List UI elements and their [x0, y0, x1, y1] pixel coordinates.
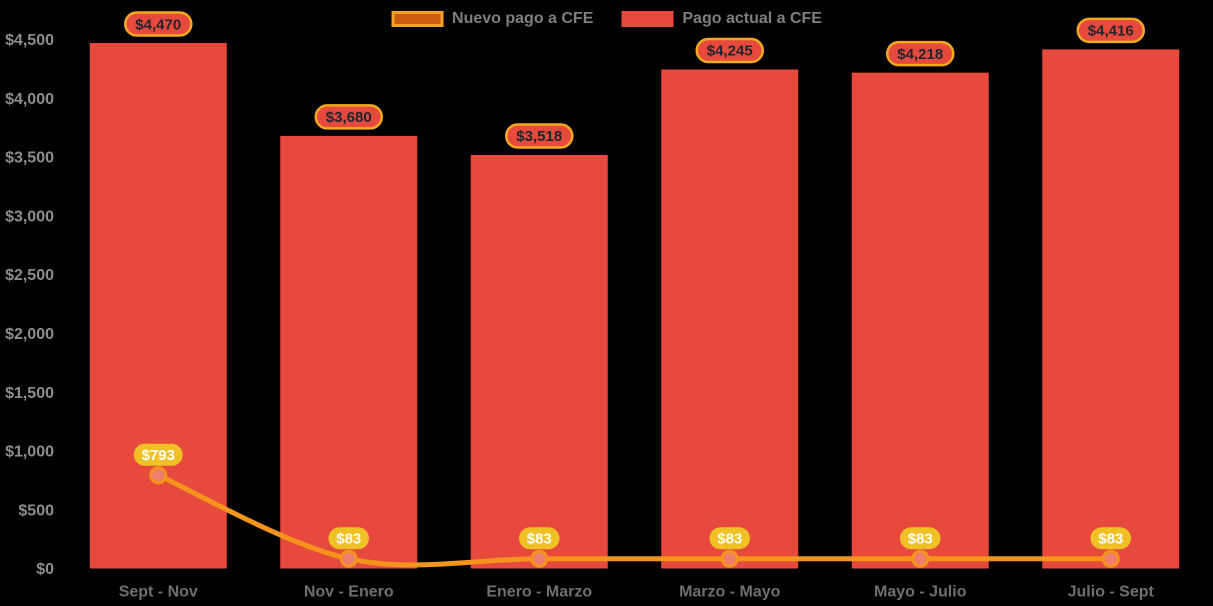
bar-value-pill [314, 104, 383, 130]
bar-value-pill [124, 11, 193, 37]
data-point-marker [1101, 549, 1120, 568]
y-axis-tick-label: $0 [36, 561, 54, 578]
x-axis-tick-label: Julio - Sept [1068, 584, 1155, 601]
bar-value-pill [1076, 17, 1145, 44]
point-value-label: $83 [527, 530, 552, 547]
legend: Nuevo pago a CFE Pago actual a CFE [391, 10, 822, 28]
bar [280, 135, 418, 569]
y-axis-tick-label: $4,500 [5, 32, 54, 49]
point-value-pill [519, 527, 560, 550]
legend-label: Pago actual a CFE [682, 10, 822, 27]
bar-value-label: $4,218 [897, 46, 943, 63]
point-value-pill [900, 527, 941, 550]
point-value-pill [328, 527, 369, 550]
point-value-label: $83 [908, 530, 933, 547]
bar-value-pill [886, 40, 955, 67]
legend-item-nuevo-pago[interactable]: Nuevo pago a CFE [391, 10, 593, 28]
x-axis-tick-label: Mayo - Julio [874, 584, 967, 601]
bar-value-label: $4,245 [707, 43, 753, 60]
bar-value-label: $4,416 [1088, 23, 1134, 40]
bar-series-swatch-icon [621, 11, 674, 27]
x-axis-tick-label: Nov - Enero [304, 584, 394, 601]
bar [470, 154, 608, 569]
legend-item-pago-actual[interactable]: Pago actual a CFE [621, 10, 822, 28]
bar [851, 72, 989, 569]
data-point-marker [530, 549, 549, 568]
x-axis-tick-label: Sept - Nov [119, 584, 198, 601]
point-value-label: $83 [1098, 530, 1123, 547]
y-axis-tick-label: $3,000 [5, 208, 54, 225]
y-axis-tick-label: $4,000 [5, 91, 54, 108]
point-value-pill [1090, 527, 1131, 550]
bar [1042, 49, 1180, 569]
bar-value-label: $4,470 [135, 16, 181, 33]
line-series [155, 472, 1114, 568]
data-point-marker [339, 549, 358, 568]
y-axis-tick-label: $2,500 [5, 267, 54, 284]
point-value-label: $793 [142, 447, 175, 464]
y-axis-tick-label: $500 [18, 502, 54, 519]
point-value-label: $83 [717, 530, 742, 547]
x-axis-tick-label: Marzo - Mayo [679, 584, 781, 601]
point-value-label: $83 [336, 530, 361, 547]
bar-value-label: $3,680 [326, 109, 372, 126]
y-axis-tick-label: $1,500 [5, 385, 54, 402]
bar-value-pill [505, 123, 574, 149]
y-axis-tick-label: $1,000 [5, 444, 54, 461]
data-point-marker [720, 549, 739, 568]
y-axis-tick-label: $3,500 [5, 150, 54, 167]
data-point-marker [911, 549, 930, 568]
y-axis-tick-label: $2,000 [5, 326, 54, 343]
data-point-marker [149, 466, 168, 485]
x-axis-tick-label: Enero - Marzo [486, 584, 592, 601]
bar [89, 43, 227, 569]
legend-label: Nuevo pago a CFE [452, 10, 594, 27]
bar-value-label: $3,518 [516, 128, 562, 145]
bar [661, 69, 799, 569]
point-value-pill [709, 527, 750, 550]
point-value-pill [133, 443, 183, 466]
bar-value-pill [695, 37, 764, 64]
line-series-swatch-icon [391, 11, 444, 27]
